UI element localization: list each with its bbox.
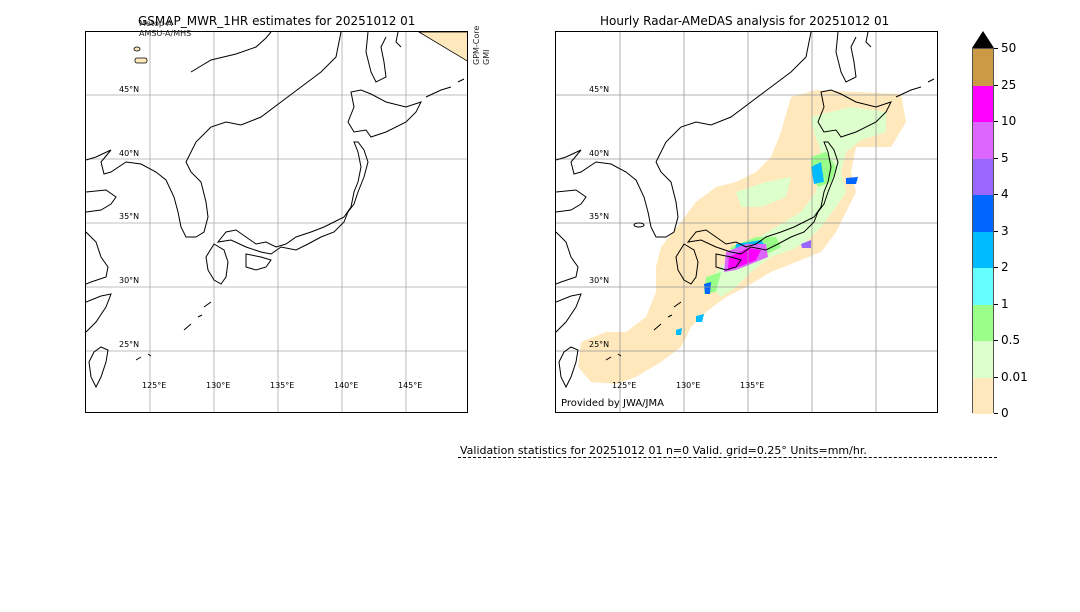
sat-label-gpm: GPM-Core	[472, 25, 481, 65]
right-lon-label: 125°E	[612, 381, 637, 390]
left-lat-label: 40°N	[119, 149, 140, 158]
colorbar-label: 3	[1001, 224, 1009, 238]
right-lat-label: 40°N	[589, 149, 610, 158]
colorbar-seg-1-2	[973, 268, 993, 305]
left-lon-label: 130°E	[206, 381, 231, 390]
colorbar-label: 10	[1001, 114, 1017, 128]
left-map-canvas	[86, 32, 467, 412]
left-lon-label: 145°E	[398, 381, 423, 390]
right-map-title: Hourly Radar-AMeDAS analysis for 2025101…	[600, 14, 890, 28]
sat-label-gmi: GMI	[482, 49, 491, 65]
colorbar-label: 0.01	[1001, 370, 1028, 384]
colorbar-tick	[994, 231, 998, 232]
colorbar-tick	[994, 267, 998, 268]
colorbar-tick	[994, 340, 998, 341]
right-lat-label: 35°N	[589, 212, 610, 221]
colorbar-seg-0.01-0.5	[973, 341, 993, 378]
right-lat-label: 30°N	[589, 276, 610, 285]
colorbar-label: 0	[1001, 406, 1009, 420]
right-lon-label: 135°E	[740, 381, 765, 390]
left-map-title: GSMAP_MWR_1HR estimates for 20251012 01	[138, 14, 416, 28]
sat-label-metop: Metop-A	[139, 19, 173, 28]
left-lat-label: 35°N	[119, 212, 140, 221]
left-lat-label: 45°N	[119, 85, 140, 94]
colorbar-label: 50	[1001, 41, 1017, 55]
colorbar-seg-4-5	[973, 159, 993, 195]
colorbar-seg-3-4	[973, 195, 993, 232]
left-map	[85, 31, 468, 413]
colorbar-seg-5-10	[973, 122, 993, 159]
data-credit: Provided by JWA/JMA	[561, 398, 664, 409]
right-map	[555, 31, 938, 413]
colorbar-seg-2-3	[973, 232, 993, 268]
left-lat-label: 30°N	[119, 276, 140, 285]
colorbar-tick	[994, 304, 998, 305]
left-lon-label: 135°E	[270, 381, 295, 390]
sat-label-amsu: AMSU-A/MHS	[139, 29, 192, 38]
left-lat-label: 25°N	[119, 340, 140, 349]
colorbar-seg-0-0.01	[973, 378, 993, 414]
left-lon-label: 125°E	[142, 381, 167, 390]
right-lat-label: 45°N	[589, 85, 610, 94]
colorbar-seg-10-25	[973, 86, 993, 122]
colorbar-label: 2	[1001, 260, 1009, 274]
colorbar-tick	[994, 48, 998, 49]
validation-statistics: Validation statistics for 20251012 01 n=…	[460, 444, 867, 457]
colorbar-tick	[994, 158, 998, 159]
left-lon-label: 140°E	[334, 381, 359, 390]
colorbar-seg-25-50	[973, 49, 993, 86]
colorbar-label: 1	[1001, 297, 1009, 311]
right-lon-label: 130°E	[676, 381, 701, 390]
colorbar-tick	[994, 194, 998, 195]
colorbar-extend-arrow	[972, 31, 994, 48]
right-map-canvas	[556, 32, 937, 412]
colorbar	[972, 48, 994, 414]
right-lat-label: 25°N	[589, 340, 610, 349]
colorbar-label: 0.5	[1001, 333, 1021, 347]
colorbar-seg-0.5-1	[973, 305, 993, 341]
colorbar-tick	[994, 85, 998, 86]
colorbar-label: 4	[1001, 187, 1009, 201]
colorbar-tick	[994, 377, 998, 378]
colorbar-tick	[994, 413, 998, 414]
colorbar-tick	[994, 121, 998, 122]
validation-divider	[458, 457, 997, 458]
colorbar-label: 5	[1001, 151, 1009, 165]
colorbar-label: 25	[1001, 78, 1017, 92]
